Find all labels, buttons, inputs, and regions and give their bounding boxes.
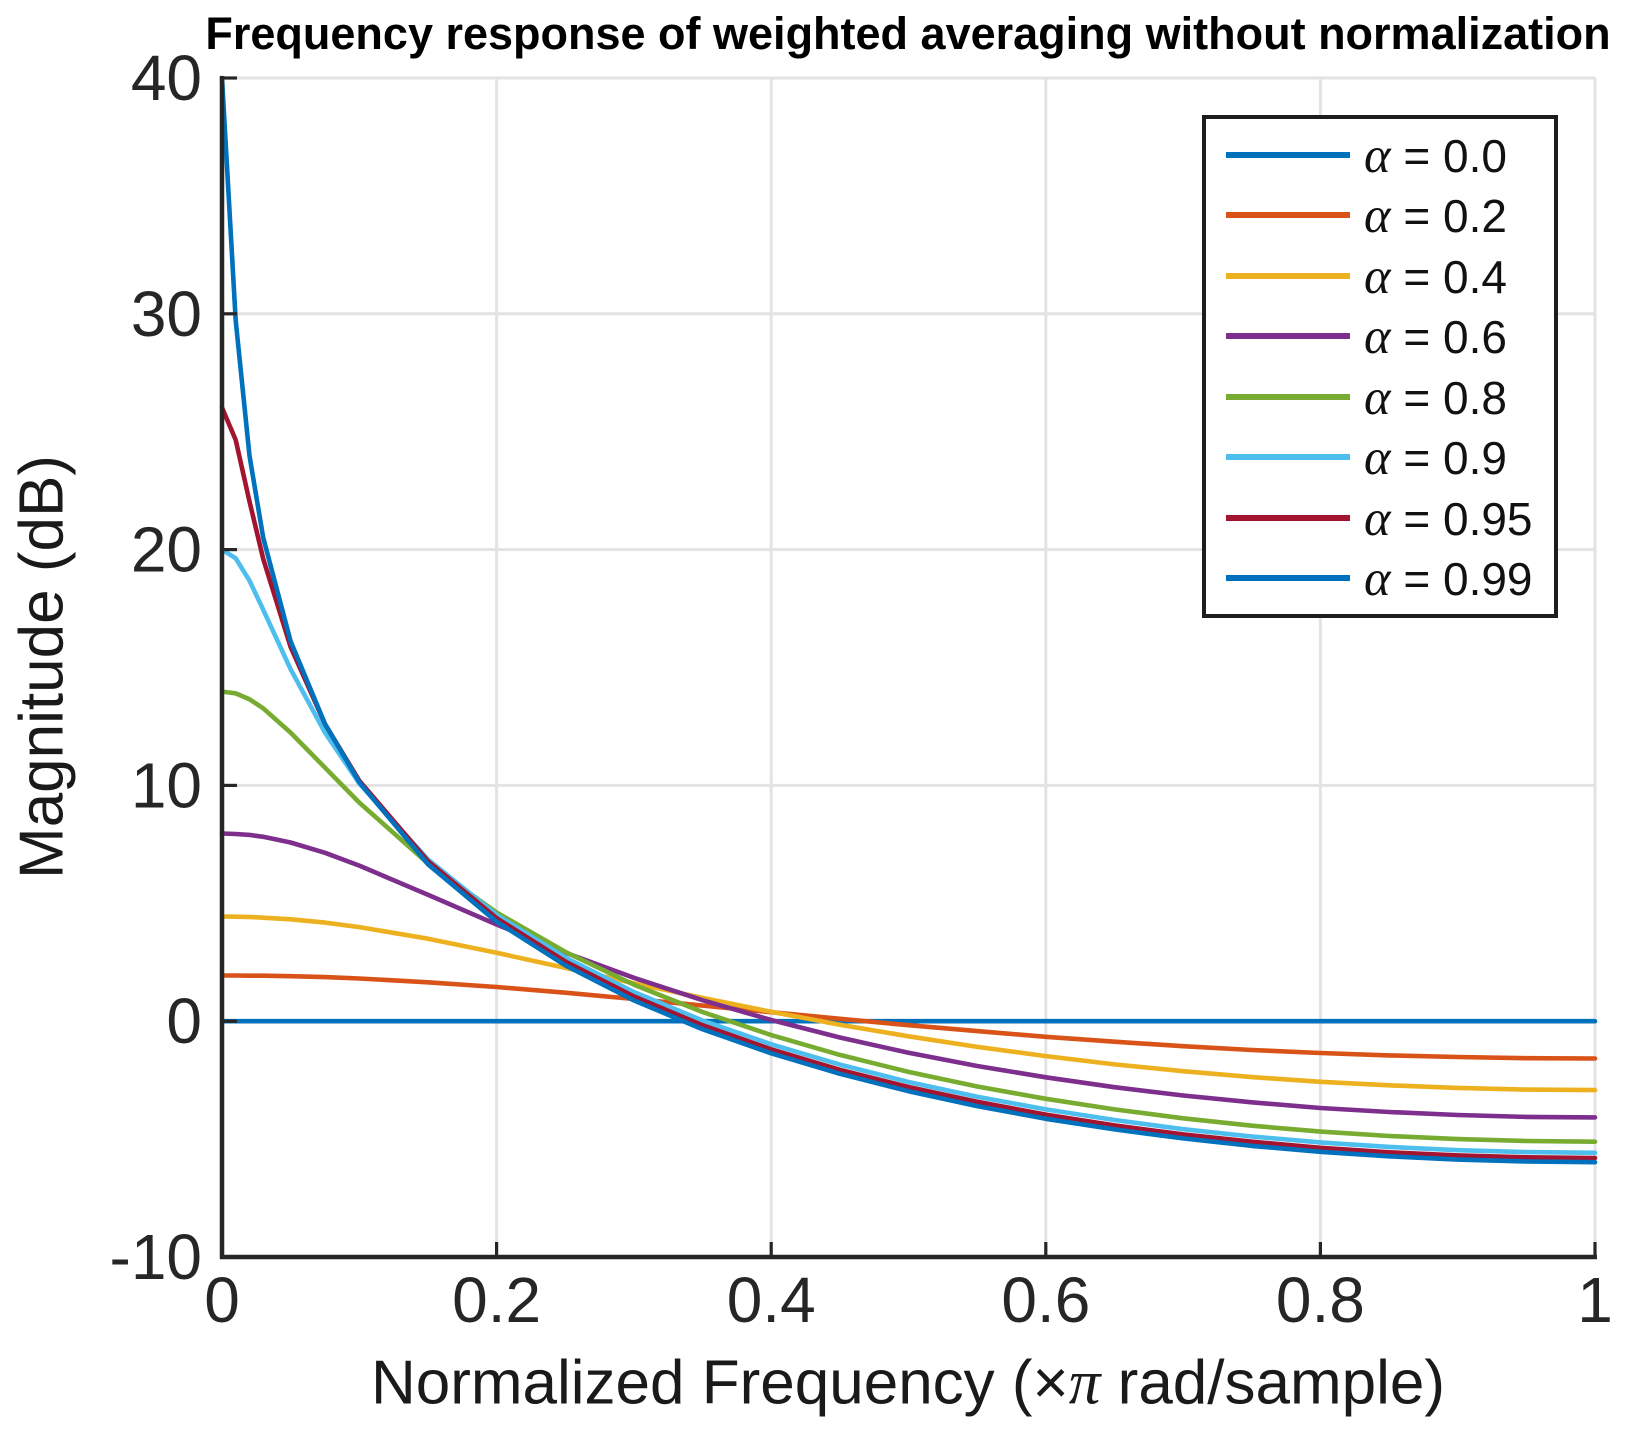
legend-item: α = 0.9	[1206, 428, 1554, 486]
x-tick-label: 0.4	[727, 1264, 816, 1336]
legend-label: α = 0.99	[1364, 550, 1533, 607]
x-axis-title-text: Normalized Frequency (×	[370, 1348, 1069, 1418]
series-line-2	[219, 914, 1598, 1093]
y-tick-label: 20	[131, 514, 202, 586]
legend-label: α = 0.9	[1364, 429, 1507, 486]
legend-item: α = 0.4	[1206, 247, 1554, 305]
series-line-3	[219, 831, 1598, 1120]
legend-label: α = 0.6	[1364, 308, 1507, 365]
legend-line-swatch	[1226, 212, 1350, 219]
legend-label: α = 0.0	[1364, 126, 1507, 183]
axis-ticks	[220, 76, 1597, 1259]
series-line-4	[219, 689, 1598, 1144]
legend-line-swatch	[1226, 575, 1350, 582]
legend-line-swatch	[1226, 514, 1350, 521]
series-lines	[219, 75, 1598, 1165]
y-tick-label: 30	[131, 278, 202, 350]
legend-item: α = 0.99	[1206, 549, 1554, 607]
x-tick-label: 0.2	[452, 1264, 541, 1336]
legend-line-swatch	[1226, 454, 1350, 461]
y-tick-label: -10	[110, 1221, 203, 1293]
legend-item: α = 0.2	[1206, 186, 1554, 244]
x-tick-label: 0.6	[1001, 1264, 1090, 1336]
y-tick-label: 10	[131, 749, 202, 821]
legend-label: α = 0.2	[1364, 187, 1507, 244]
series-line-5	[219, 547, 1598, 1156]
chart-title: Frequency response of weighted averaging…	[205, 8, 1611, 59]
axes	[219, 76, 1597, 1260]
x-tick-label: 0	[204, 1264, 240, 1336]
legend-item: α = 0.95	[1206, 489, 1554, 547]
legend-label: α = 0.8	[1364, 368, 1507, 425]
legend-item: α = 0.8	[1206, 368, 1554, 426]
legend-label: α = 0.4	[1364, 247, 1507, 304]
series-line-1	[219, 973, 1598, 1061]
legend: α = 0.0 α = 0.2 α = 0.4 α = 0.6 α = 0.8 α = 0…	[1202, 115, 1558, 618]
x-tick-label: 0.8	[1276, 1264, 1365, 1336]
y-tick-label: 0	[166, 985, 202, 1057]
x-tick-label: 1	[1577, 1264, 1613, 1336]
y-tick-label: 40	[131, 42, 202, 114]
x-axis-title-unit: rad/sample)	[1100, 1348, 1446, 1418]
legend-label: α = 0.95	[1364, 489, 1533, 546]
legend-item: α = 0.0	[1206, 126, 1554, 184]
legend-item: α = 0.6	[1206, 307, 1554, 365]
legend-line-swatch	[1226, 151, 1350, 158]
legend-line-swatch	[1226, 393, 1350, 400]
legend-line-swatch	[1226, 272, 1350, 279]
series-line-7	[219, 75, 1598, 1165]
legend-line-swatch	[1226, 333, 1350, 340]
y-axis-title: Magnitude (dB)	[7, 455, 77, 879]
x-axis-title: Normalized Frequency (×π rad/sample)	[371, 1347, 1445, 1420]
pi-symbol: π	[1068, 1347, 1101, 1418]
